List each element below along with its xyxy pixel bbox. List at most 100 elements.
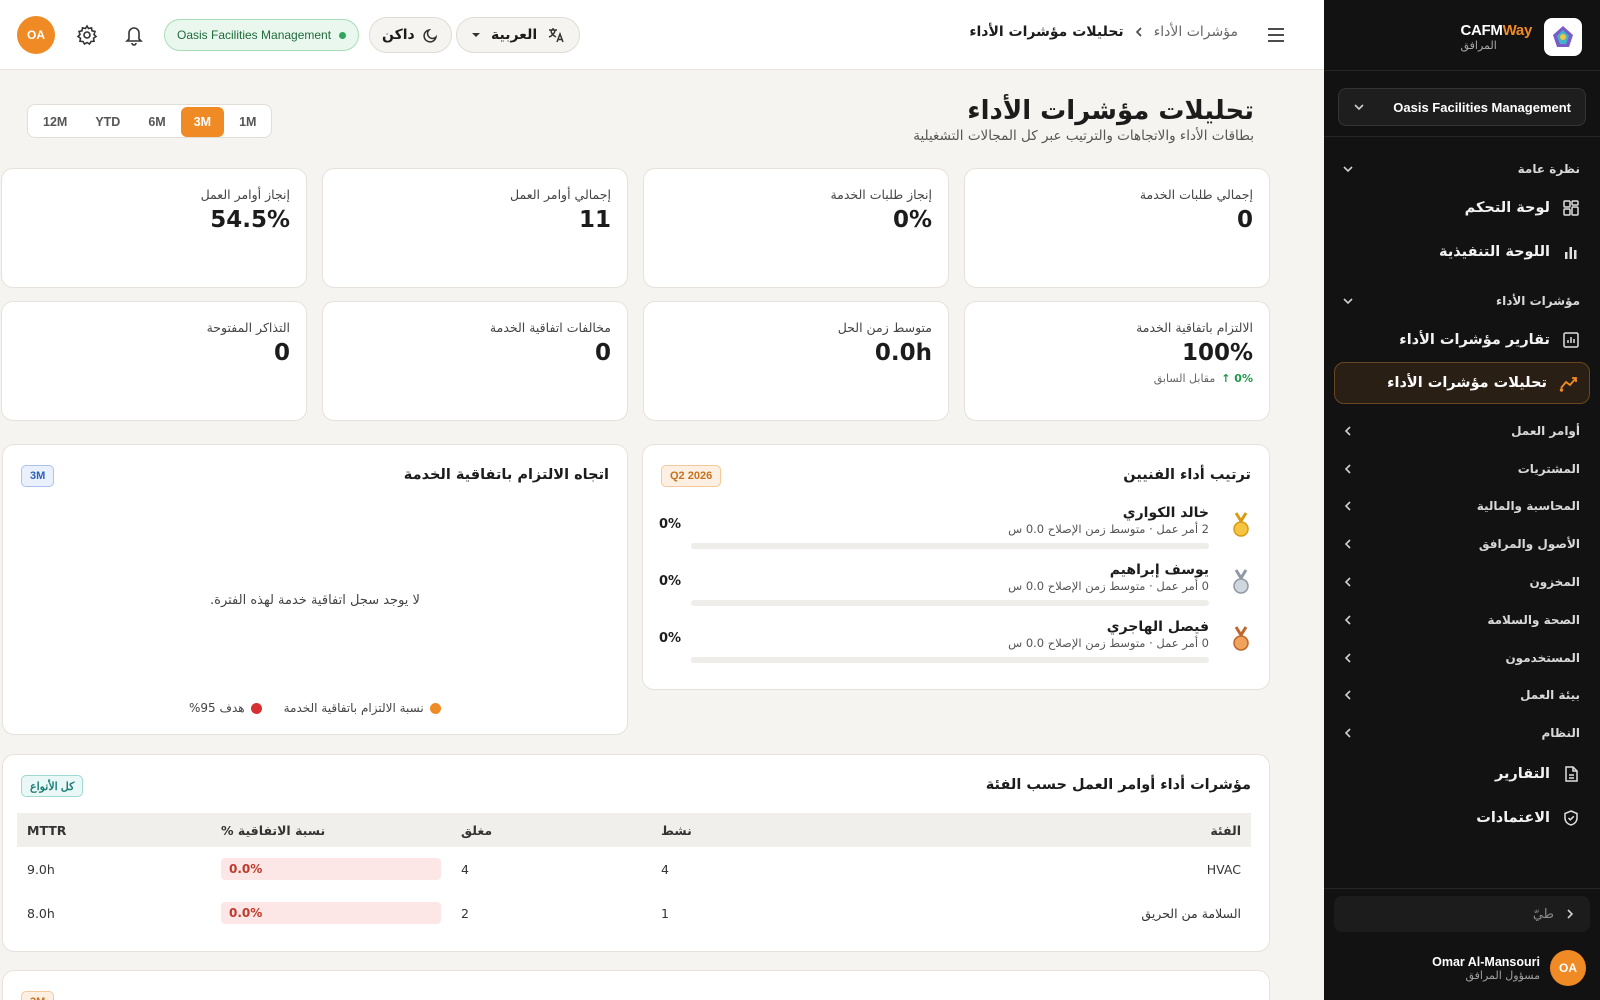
nav-category[interactable]: المخزون [1324,563,1600,601]
nav-category[interactable]: بيئة العمل [1324,677,1600,715]
period-selector: 12M YTD 6M 3M 1M [27,104,273,138]
table-row[interactable]: HVAC 4 4 0.0% 9.0h [17,847,1251,891]
kpi-value: 11 [578,207,611,233]
theme-toggle[interactable]: داكن [369,17,452,53]
divider [1324,70,1600,71]
language-select[interactable]: العربية [456,17,581,53]
chevron-left-icon [1342,652,1354,664]
brand-subtitle: المرافق [1460,39,1497,52]
bell-icon[interactable] [124,24,144,46]
page-subtitle: بطاقات الأداء والاتجاهات والترتيب عبر كل… [913,128,1254,144]
language-value: العربية [491,27,538,43]
kpi-card: مخالفات اتفاقية الخدمة 0 [322,301,628,421]
kpi-card: التذاكر المفتوحة 0 [1,301,307,421]
nav-category[interactable]: الصحة والسلامة [1324,601,1600,639]
period-option-12m[interactable]: 12M [43,115,68,129]
section-title: ترتيب أداء الفنيين [1123,467,1251,483]
column-header[interactable]: MTTR [27,822,67,838]
nav-category[interactable]: المشتريات [1324,450,1600,488]
nav-group-overview[interactable]: نظرة عامة [1324,152,1600,186]
sidebar-collapse-button[interactable]: طيّ [1334,896,1590,932]
user-role: مسؤول المرافق [1465,968,1540,982]
period-option-1m[interactable]: 1M [239,115,257,129]
column-header[interactable]: نسبة الاتفاقية % [221,822,326,838]
kpi-value: 0% [892,207,932,233]
breadcrumb: مؤشرات الأداء تحليلات مؤشرات الأداء [969,24,1238,40]
period-option-ytd[interactable]: YTD [95,115,121,129]
nav-group-kpi[interactable]: مؤشرات الأداء [1324,284,1600,318]
sidebar-item-label: لوحة التحكم [1464,200,1550,216]
sidebar-item-reports[interactable]: التقارير [1324,752,1600,796]
kpi-delta-label: مقابل السابق [1153,372,1216,385]
shield-check-icon [1562,809,1580,827]
gear-icon[interactable] [76,24,98,46]
legend-item-series[interactable]: نسبة الالتزام باتفاقية الخدمة [284,701,441,715]
table-cell: 9.0h [27,861,55,877]
nav-category[interactable]: الأصول والمرافق [1324,525,1600,563]
sla-percent-bar: 0.0% [221,902,441,924]
technician-row[interactable]: يوسف إبراهيم 0 أمر عمل · متوسط زمن الإصلا… [659,562,1251,614]
table-row[interactable]: السلامة من الحريق 1 2 0.0% 8.0h [17,891,1251,935]
sla-trend-card: اتجاه الالتزام باتفاقية الخدمة 3M لا يوج… [2,444,628,735]
moon-icon [423,27,439,43]
sidebar-item-kpi-reports[interactable]: تقارير مؤشرات الأداء [1324,318,1600,362]
empty-state-message: لا يوجد سجل اتفاقية خدمة لهذه الفترة. [210,593,420,608]
kpi-label: إنجاز طلبات الخدمة [830,187,932,202]
kpi-card: إجمالي أوامر العمل 11 [322,168,628,288]
technician-name: خالد الكواري [1122,505,1209,521]
sidebar-item-kpi-analytics[interactable]: تحليلات مؤشرات الأداء [1334,362,1590,404]
column-header[interactable]: مغلق [461,822,493,838]
table-cell: 1 [661,905,669,921]
sidebar-item-executive[interactable]: اللوحة التنفيذية [1324,230,1600,274]
kpi-label: إنجاز أوامر العمل [200,187,290,202]
trend-icon [1559,374,1579,392]
sidebar-item-approvals[interactable]: الاعتمادات [1324,796,1600,840]
sidebar: CAFMWay المرافق Oasis Facilities Managem… [1324,0,1600,1000]
nav-category[interactable]: أوامر العمل [1324,412,1600,450]
section-title: مؤشرات أداء أوامر العمل حسب الفئة [985,777,1251,793]
theme-label: داكن [382,27,415,43]
filter-tag[interactable]: كل الأنواع [21,775,84,797]
column-header[interactable]: نشط [661,822,692,838]
nav-category-label: المحاسبة والمالية [1476,499,1580,514]
sidebar-item-label: التقارير [1494,766,1550,783]
menu-icon[interactable] [1266,25,1286,45]
org-select[interactable]: Oasis Facilities Management [1338,88,1586,126]
sidebar-item-dashboard[interactable]: لوحة التحكم [1324,186,1600,230]
kpi-label: إجمالي طلبات الخدمة [1139,187,1253,202]
technician-name: فيصل الهاجري [1106,619,1209,635]
legend-item-target[interactable]: هدف 95% [189,701,262,715]
kpi-card: إنجاز طلبات الخدمة 0% [643,168,949,288]
chevron-down-icon [1353,101,1365,113]
nav-category-label: الأصول والمرافق [1478,537,1580,552]
technician-row[interactable]: خالد الكواري 2 أمر عمل · متوسط زمن الإصلا… [659,505,1251,557]
technician-percent: 0% [659,517,682,532]
nav-category-label: الصحة والسلامة [1487,612,1580,627]
divider [1324,136,1600,137]
brand[interactable]: CAFMWay المرافق [1460,18,1582,56]
user-avatar-button[interactable]: OA [17,16,55,54]
legend-label: نسبة الالتزام باتفاقية الخدمة [283,701,424,715]
sidebar-item-label: تقارير مؤشرات الأداء [1399,332,1550,348]
category-table: الفئة نشط مغلق نسبة الاتفاقية % MTTR HVA… [17,813,1251,935]
nav-category[interactable]: المستخدمون [1324,639,1600,677]
chevron-left-icon [1342,500,1354,512]
nav-category[interactable]: المحاسبة والمالية [1324,488,1600,526]
table-cell: السلامة من الحريق [1141,905,1241,921]
column-header[interactable]: الفئة [1210,822,1241,838]
breadcrumb-parent[interactable]: مؤشرات الأداء [1153,24,1238,40]
avatar: OA [1550,950,1586,986]
sidebar-item-label: تحليلات مؤشرات الأداء [1387,375,1547,391]
user-profile[interactable]: OA Omar Al-Mansouri مسؤول المرافق [1432,950,1586,986]
kpi-delta: ↑ 0% مقابل السابق [1154,372,1253,385]
nav-category[interactable]: النظام [1324,714,1600,752]
nav-group-label: نظرة عامة [1517,162,1580,176]
brand-name: CAFMWay [1460,22,1532,39]
technician-row[interactable]: فيصل الهاجري 0 أمر عمل · متوسط زمن الإصلا… [659,619,1251,671]
medal-gold-icon [1231,512,1251,538]
period-option-3m[interactable]: 3M [180,107,225,137]
chart-legend: نسبة الالتزام باتفاقية الخدمة هدف 95% [189,701,441,715]
medal-silver-icon [1231,569,1251,595]
period-option-6m[interactable]: 6M [148,115,166,129]
category-kpi-card: مؤشرات أداء أوامر العمل حسب الفئة كل الأ… [2,754,1270,952]
